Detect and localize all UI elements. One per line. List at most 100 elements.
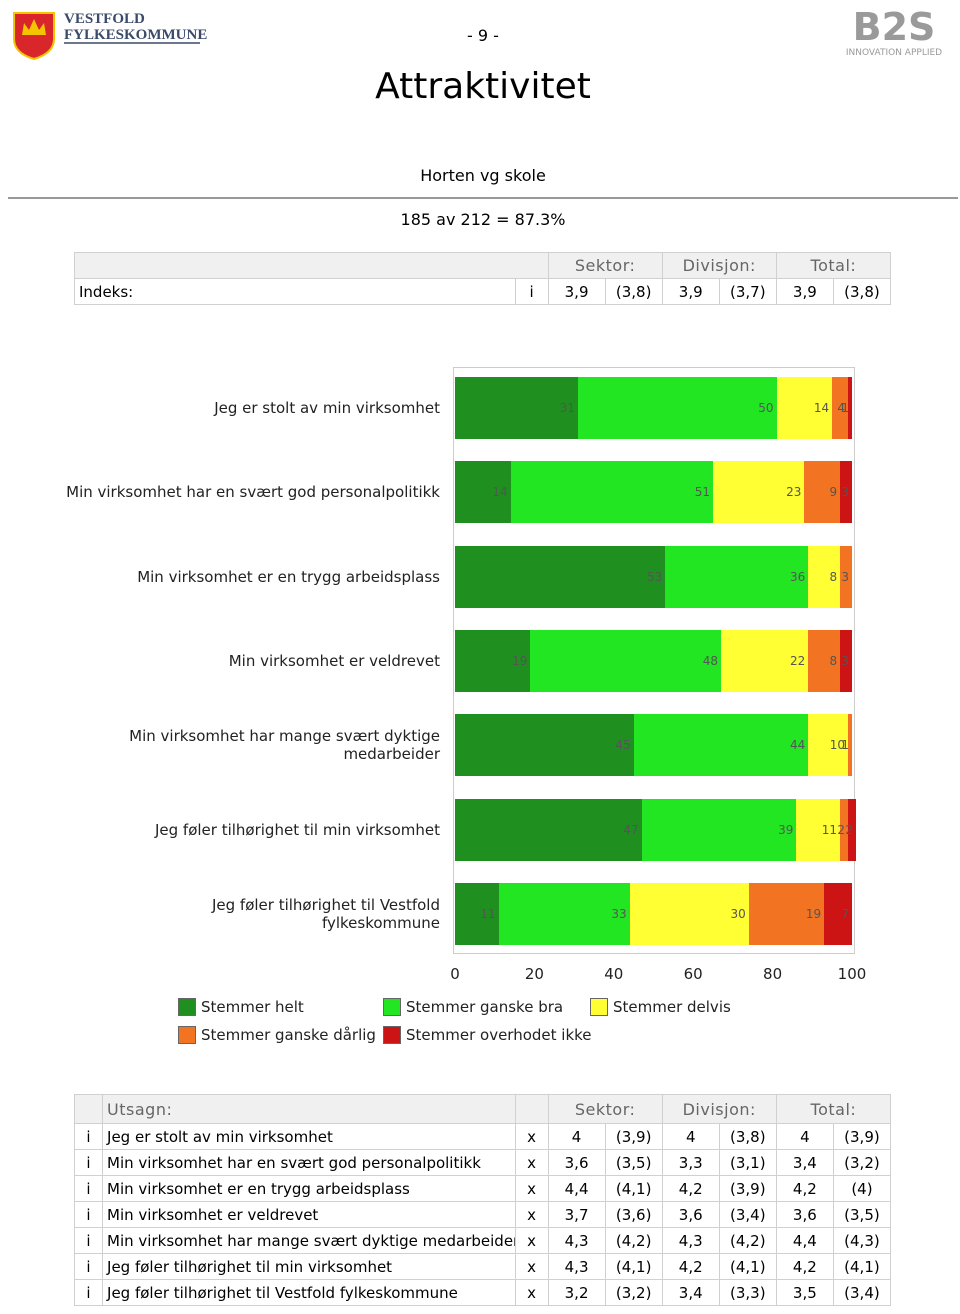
brand-tagline: INNOVATION APPLIED: [846, 48, 942, 58]
row: i Jeg føler tilhørighet til Vestfold fylk…: [73, 1279, 892, 1306]
logo-text: FYLKESKOMMUNE: [64, 27, 207, 43]
value: (3,9): [832, 1123, 892, 1150]
bar-segment: [848, 798, 856, 861]
column-header: Total:: [775, 1094, 892, 1124]
value: (4,1): [604, 1253, 663, 1280]
statement: Jeg føler tilhørighet til min virksomhet: [102, 1253, 516, 1280]
value: (3,1): [718, 1149, 777, 1176]
legend-label: Stemmer delvis: [613, 998, 731, 1016]
value-label: 3: [841, 653, 849, 668]
value-label: 9: [829, 485, 838, 500]
bar-segment: [720, 629, 809, 692]
value: (3,5): [604, 1149, 663, 1176]
plot-frame: [453, 367, 855, 954]
divider: [8, 197, 958, 199]
row-label: Indeks:: [74, 278, 516, 305]
page-number: - 9 -: [467, 26, 499, 45]
value-label: 2: [837, 822, 846, 837]
value: (4,1): [832, 1253, 892, 1280]
bar-segment: [824, 882, 852, 945]
info: i: [73, 1279, 104, 1306]
statement-table: Utsagn: Sektor: Divisjon: Total: i Jeg er sto…: [73, 1094, 892, 1306]
category-label: Min virksomhet har mange svært dyktige m…: [129, 727, 440, 764]
value: 3,4: [661, 1279, 720, 1306]
value-label: 23: [786, 485, 802, 500]
bar-segment: [804, 461, 841, 524]
value: 3,6: [661, 1201, 720, 1228]
info: i: [73, 1149, 104, 1176]
row: i Min virksomhet er en trygg arbeidsplass…: [73, 1175, 892, 1202]
value: (3,3): [718, 1279, 777, 1306]
category-label: Jeg føler tilhørighet til Vestfold fylke…: [211, 895, 440, 932]
value: (3,8): [604, 278, 663, 305]
value: (3,4): [832, 1279, 892, 1306]
value-label: 19: [805, 906, 822, 921]
bar-segment: [455, 545, 666, 608]
value: 4,3: [547, 1227, 606, 1254]
header-row: Utsagn: Sektor: Divisjon: Total:: [73, 1094, 892, 1124]
index-table: Sektor: Divisjon: Total: Indeks: i 3,9 (3,8) 3,…: [74, 252, 892, 305]
value: 4,3: [547, 1253, 606, 1280]
value-label: 14: [492, 485, 508, 500]
legend-label: Stemmer helt: [201, 998, 304, 1016]
logo-text: VESTFOLD: [64, 11, 145, 27]
value: 3,3: [661, 1149, 720, 1176]
row: Indeks: i 3,9 (3,8) 3,9 (3,7) 3,9 (3,8): [74, 278, 892, 305]
row: i Min virksomhet har en svært god persona…: [73, 1149, 892, 1176]
value: 3,4: [775, 1149, 834, 1176]
bar-segment: [848, 714, 852, 777]
statement: Min virksomhet er veldrevet: [102, 1201, 516, 1228]
flag: x: [514, 1149, 549, 1176]
legend-swatch: [178, 1026, 196, 1044]
bar-segment: [840, 798, 849, 861]
value: (4,1): [604, 1175, 663, 1202]
value-label: 10: [829, 738, 846, 753]
column-header: Total:: [775, 252, 892, 279]
info: i: [73, 1201, 104, 1228]
value: 3,5: [775, 1279, 834, 1306]
title: Attraktivitet: [375, 66, 591, 107]
bar-segment: [840, 461, 852, 524]
statement: Jeg er stolt av min virksomhet: [102, 1123, 516, 1150]
value: (4,2): [604, 1227, 663, 1254]
value: (4,3): [832, 1227, 892, 1254]
bar-segment: [455, 377, 579, 439]
legend-swatch: [178, 998, 196, 1016]
value: 4,4: [547, 1175, 606, 1202]
row: i Jeg føler tilhørighet til min virksomhe…: [73, 1253, 892, 1280]
category-label: Jeg føler tilhørighet til min virksomhet: [154, 820, 440, 839]
legend-label: Stemmer ganske bra: [406, 998, 564, 1016]
value: 4: [775, 1123, 834, 1150]
flag: x: [514, 1279, 549, 1306]
bar-segment: [498, 882, 630, 945]
x-tick-label: 60: [683, 965, 703, 983]
bar-segment: [796, 798, 841, 861]
value: (4,2): [718, 1227, 777, 1254]
value-label: 1: [841, 401, 849, 415]
x-tick-label: 0: [450, 965, 460, 983]
bar-segment: [776, 377, 833, 439]
bar-segment: [455, 629, 531, 692]
statement: Min virksomhet er en trygg arbeidsplass: [102, 1175, 516, 1202]
flag: x: [514, 1123, 549, 1150]
value: 3,2: [547, 1279, 606, 1306]
value: 3,6: [547, 1149, 606, 1176]
value-label: 7: [841, 906, 849, 921]
column-header: Sektor:: [547, 1094, 663, 1124]
value-label: 8: [829, 569, 838, 584]
category-label: Min virksomhet har en svært god personal…: [66, 483, 440, 502]
category-label: Min virksomhet er en trygg arbeidsplass: [137, 567, 440, 586]
value: 4,2: [661, 1253, 720, 1280]
bar-segment: [808, 714, 849, 777]
value: (4,1): [718, 1253, 777, 1280]
value-label: 53: [647, 569, 663, 584]
value-label: 8: [829, 653, 838, 668]
flag: x: [514, 1253, 549, 1280]
value-label: 44: [790, 738, 806, 753]
value-label: 14: [813, 401, 830, 415]
category-label: Jeg er stolt av min virksomhet: [214, 399, 440, 417]
value: 4,2: [775, 1253, 834, 1280]
bar-segment: [530, 629, 721, 692]
